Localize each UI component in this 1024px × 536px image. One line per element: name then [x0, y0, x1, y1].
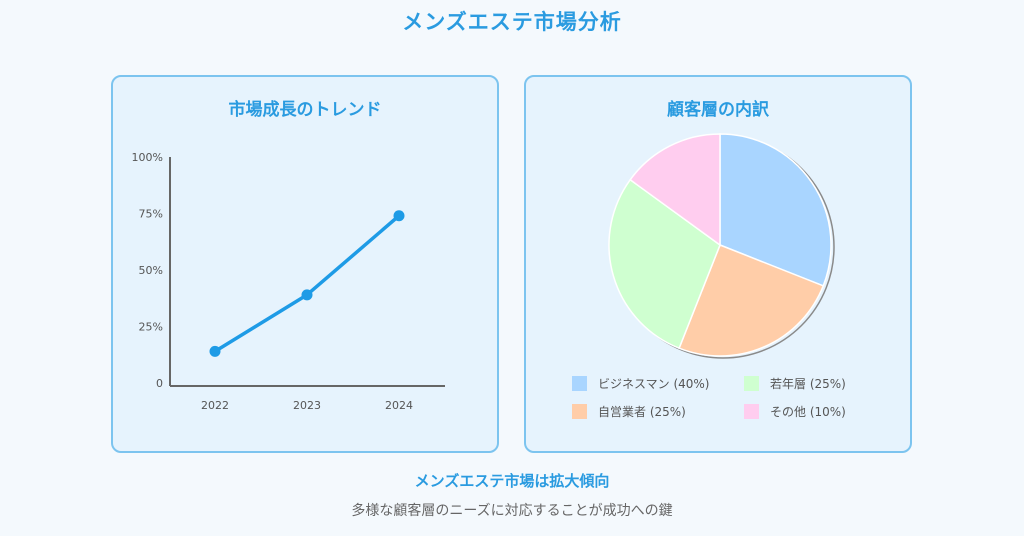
legend-swatch — [572, 404, 587, 419]
data-point — [301, 289, 313, 301]
page-title: メンズエステ市場分析 — [402, 10, 622, 34]
legend-swatch — [572, 376, 587, 391]
legend-swatch — [744, 376, 759, 391]
line-chart: 0 25% 50% 75% 100% 2022 2023 2024 — [132, 151, 445, 412]
x-tick-label: 2022 — [201, 399, 229, 412]
line-chart-panel: 市場成長のトレンド 0 25% 50% 75% 100% 2022 2023 2024 — [111, 75, 499, 453]
line-chart-title: 市場成長のトレンド — [228, 100, 382, 120]
legend-label: ビジネスマン (40%) — [598, 377, 710, 391]
pie-chart-panel: 顧客層の内訳 ビジネスマン (40%) 自営業者 (25%) 若年層 (25%) その… — [524, 75, 912, 453]
x-tick-label: 2024 — [385, 399, 413, 412]
legend-label: 若年層 (25%) — [770, 377, 846, 391]
y-tick-label: 100% — [132, 151, 163, 164]
legend-swatch — [744, 404, 759, 419]
data-point — [209, 345, 221, 357]
pie-chart-title: 顧客層の内訳 — [667, 100, 769, 120]
series-line — [213, 214, 401, 354]
legend-label: 自営業者 (25%) — [598, 405, 686, 419]
y-tick-label: 0 — [156, 377, 163, 390]
legend-label: その他 (10%) — [770, 405, 846, 419]
pie-slice — [719, 133, 832, 287]
sub-text: 多様な顧客層のニーズに対応することが成功への鍵 — [351, 503, 673, 519]
y-tick-label: 25% — [139, 321, 163, 334]
y-tick-label: 50% — [139, 264, 163, 277]
data-point — [393, 210, 405, 222]
y-tick-label: 75% — [139, 208, 163, 221]
pie-slice — [608, 178, 721, 350]
pie-chart: ビジネスマン (40%) 自営業者 (25%) 若年層 (25%) その他 (10%) — [572, 133, 846, 419]
pie-slice — [678, 244, 825, 357]
pie-slice — [629, 133, 721, 247]
conclusion-text: メンズエステ市場は拡大傾向 — [414, 472, 610, 490]
x-tick-label: 2023 — [293, 399, 321, 412]
